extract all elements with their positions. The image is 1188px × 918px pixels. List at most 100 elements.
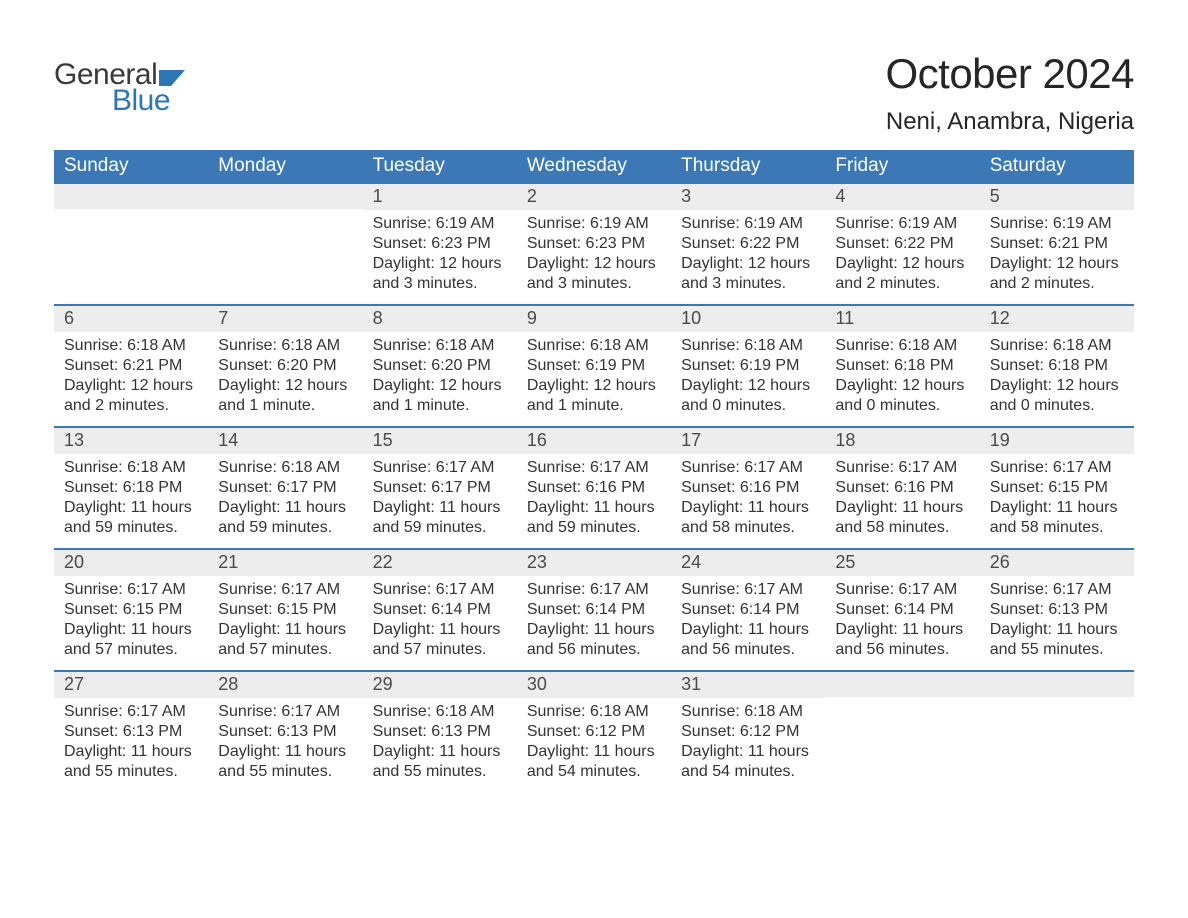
day-number: 26 — [980, 550, 1134, 576]
day-number: 13 — [54, 428, 208, 454]
day-number: 5 — [980, 184, 1134, 210]
daylight1-text: Daylight: 11 hours — [527, 620, 661, 640]
day-cell: 11Sunrise: 6:18 AMSunset: 6:18 PMDayligh… — [825, 306, 979, 426]
sunset-text: Sunset: 6:15 PM — [218, 600, 352, 620]
sunrise-text: Sunrise: 6:18 AM — [64, 336, 198, 356]
daylight1-text: Daylight: 12 hours — [681, 376, 815, 396]
sunset-text: Sunset: 6:22 PM — [835, 234, 969, 254]
sunrise-text: Sunrise: 6:18 AM — [373, 702, 507, 722]
day-details: Sunrise: 6:18 AMSunset: 6:18 PMDaylight:… — [54, 454, 208, 538]
sunset-text: Sunset: 6:18 PM — [835, 356, 969, 376]
daylight2-text: and 56 minutes. — [681, 640, 815, 660]
logo-text-blue: Blue — [112, 84, 170, 118]
daylight2-text: and 0 minutes. — [990, 396, 1124, 416]
daylight1-text: Daylight: 11 hours — [527, 742, 661, 762]
day-details: Sunrise: 6:19 AMSunset: 6:23 PMDaylight:… — [363, 210, 517, 294]
sunset-text: Sunset: 6:21 PM — [990, 234, 1124, 254]
day-details: Sunrise: 6:18 AMSunset: 6:12 PMDaylight:… — [517, 698, 671, 782]
day-cell: 24Sunrise: 6:17 AMSunset: 6:14 PMDayligh… — [671, 550, 825, 670]
day-cell: 20Sunrise: 6:17 AMSunset: 6:15 PMDayligh… — [54, 550, 208, 670]
day-cell — [825, 672, 979, 792]
day-cell: 31Sunrise: 6:18 AMSunset: 6:12 PMDayligh… — [671, 672, 825, 792]
day-number: 1 — [363, 184, 517, 210]
daylight2-text: and 59 minutes. — [64, 518, 198, 538]
day-cell: 25Sunrise: 6:17 AMSunset: 6:14 PMDayligh… — [825, 550, 979, 670]
day-cell: 27Sunrise: 6:17 AMSunset: 6:13 PMDayligh… — [54, 672, 208, 792]
sunrise-text: Sunrise: 6:18 AM — [990, 336, 1124, 356]
sunset-text: Sunset: 6:18 PM — [64, 478, 198, 498]
daylight2-text: and 58 minutes. — [990, 518, 1124, 538]
day-details: Sunrise: 6:19 AMSunset: 6:22 PMDaylight:… — [825, 210, 979, 294]
sunset-text: Sunset: 6:22 PM — [681, 234, 815, 254]
daylight1-text: Daylight: 11 hours — [990, 498, 1124, 518]
sunrise-text: Sunrise: 6:18 AM — [527, 702, 661, 722]
day-number — [825, 672, 979, 697]
day-header-row: Sunday Monday Tuesday Wednesday Thursday… — [54, 150, 1134, 184]
daylight2-text: and 55 minutes. — [218, 762, 352, 782]
daylight1-text: Daylight: 12 hours — [990, 254, 1124, 274]
sunset-text: Sunset: 6:12 PM — [527, 722, 661, 742]
sunset-text: Sunset: 6:15 PM — [990, 478, 1124, 498]
day-details: Sunrise: 6:18 AMSunset: 6:20 PMDaylight:… — [208, 332, 362, 416]
day-details: Sunrise: 6:19 AMSunset: 6:22 PMDaylight:… — [671, 210, 825, 294]
day-number — [54, 184, 208, 209]
sunset-text: Sunset: 6:16 PM — [835, 478, 969, 498]
daylight1-text: Daylight: 12 hours — [527, 254, 661, 274]
sunset-text: Sunset: 6:13 PM — [218, 722, 352, 742]
header: General Blue October 2024 Neni, Anambra,… — [54, 50, 1134, 136]
sunset-text: Sunset: 6:15 PM — [64, 600, 198, 620]
daylight1-text: Daylight: 11 hours — [527, 498, 661, 518]
day-cell: 7Sunrise: 6:18 AMSunset: 6:20 PMDaylight… — [208, 306, 362, 426]
sunset-text: Sunset: 6:14 PM — [373, 600, 507, 620]
sunset-text: Sunset: 6:17 PM — [373, 478, 507, 498]
day-details: Sunrise: 6:18 AMSunset: 6:13 PMDaylight:… — [363, 698, 517, 782]
daylight2-text: and 56 minutes. — [527, 640, 661, 660]
sunrise-text: Sunrise: 6:19 AM — [990, 214, 1124, 234]
day-cell: 13Sunrise: 6:18 AMSunset: 6:18 PMDayligh… — [54, 428, 208, 548]
day-cell: 15Sunrise: 6:17 AMSunset: 6:17 PMDayligh… — [363, 428, 517, 548]
daylight2-text: and 1 minute. — [527, 396, 661, 416]
day-number: 4 — [825, 184, 979, 210]
sunrise-text: Sunrise: 6:17 AM — [373, 580, 507, 600]
day-number: 22 — [363, 550, 517, 576]
day-details: Sunrise: 6:18 AMSunset: 6:17 PMDaylight:… — [208, 454, 362, 538]
day-number: 17 — [671, 428, 825, 454]
daylight2-text: and 59 minutes. — [373, 518, 507, 538]
month-title: October 2024 — [885, 50, 1134, 98]
sunset-text: Sunset: 6:23 PM — [373, 234, 507, 254]
day-number: 7 — [208, 306, 362, 332]
daylight2-text: and 55 minutes. — [64, 762, 198, 782]
sunrise-text: Sunrise: 6:17 AM — [218, 580, 352, 600]
sunrise-text: Sunrise: 6:17 AM — [64, 580, 198, 600]
logo: General Blue — [54, 58, 185, 118]
day-number: 30 — [517, 672, 671, 698]
day-details: Sunrise: 6:17 AMSunset: 6:14 PMDaylight:… — [825, 576, 979, 660]
sunset-text: Sunset: 6:20 PM — [218, 356, 352, 376]
day-cell: 4Sunrise: 6:19 AMSunset: 6:22 PMDaylight… — [825, 184, 979, 304]
day-details: Sunrise: 6:19 AMSunset: 6:21 PMDaylight:… — [980, 210, 1134, 294]
day-details: Sunrise: 6:17 AMSunset: 6:15 PMDaylight:… — [54, 576, 208, 660]
sunrise-text: Sunrise: 6:17 AM — [527, 458, 661, 478]
daylight2-text: and 0 minutes. — [681, 396, 815, 416]
calendar: Sunday Monday Tuesday Wednesday Thursday… — [54, 150, 1134, 792]
day-number: 19 — [980, 428, 1134, 454]
sunrise-text: Sunrise: 6:19 AM — [835, 214, 969, 234]
day-number: 16 — [517, 428, 671, 454]
title-block: October 2024 Neni, Anambra, Nigeria — [885, 50, 1134, 136]
day-details: Sunrise: 6:18 AMSunset: 6:12 PMDaylight:… — [671, 698, 825, 782]
sunrise-text: Sunrise: 6:17 AM — [373, 458, 507, 478]
day-details: Sunrise: 6:17 AMSunset: 6:16 PMDaylight:… — [671, 454, 825, 538]
sunset-text: Sunset: 6:14 PM — [681, 600, 815, 620]
sunrise-text: Sunrise: 6:18 AM — [373, 336, 507, 356]
day-header: Friday — [825, 150, 979, 184]
sunrise-text: Sunrise: 6:18 AM — [64, 458, 198, 478]
sunrise-text: Sunrise: 6:19 AM — [681, 214, 815, 234]
sunset-text: Sunset: 6:16 PM — [527, 478, 661, 498]
sunrise-text: Sunrise: 6:17 AM — [681, 580, 815, 600]
day-details: Sunrise: 6:17 AMSunset: 6:15 PMDaylight:… — [980, 454, 1134, 538]
day-details: Sunrise: 6:17 AMSunset: 6:14 PMDaylight:… — [671, 576, 825, 660]
sunset-text: Sunset: 6:13 PM — [990, 600, 1124, 620]
day-details: Sunrise: 6:17 AMSunset: 6:16 PMDaylight:… — [825, 454, 979, 538]
sunrise-text: Sunrise: 6:18 AM — [681, 702, 815, 722]
sunrise-text: Sunrise: 6:17 AM — [835, 580, 969, 600]
